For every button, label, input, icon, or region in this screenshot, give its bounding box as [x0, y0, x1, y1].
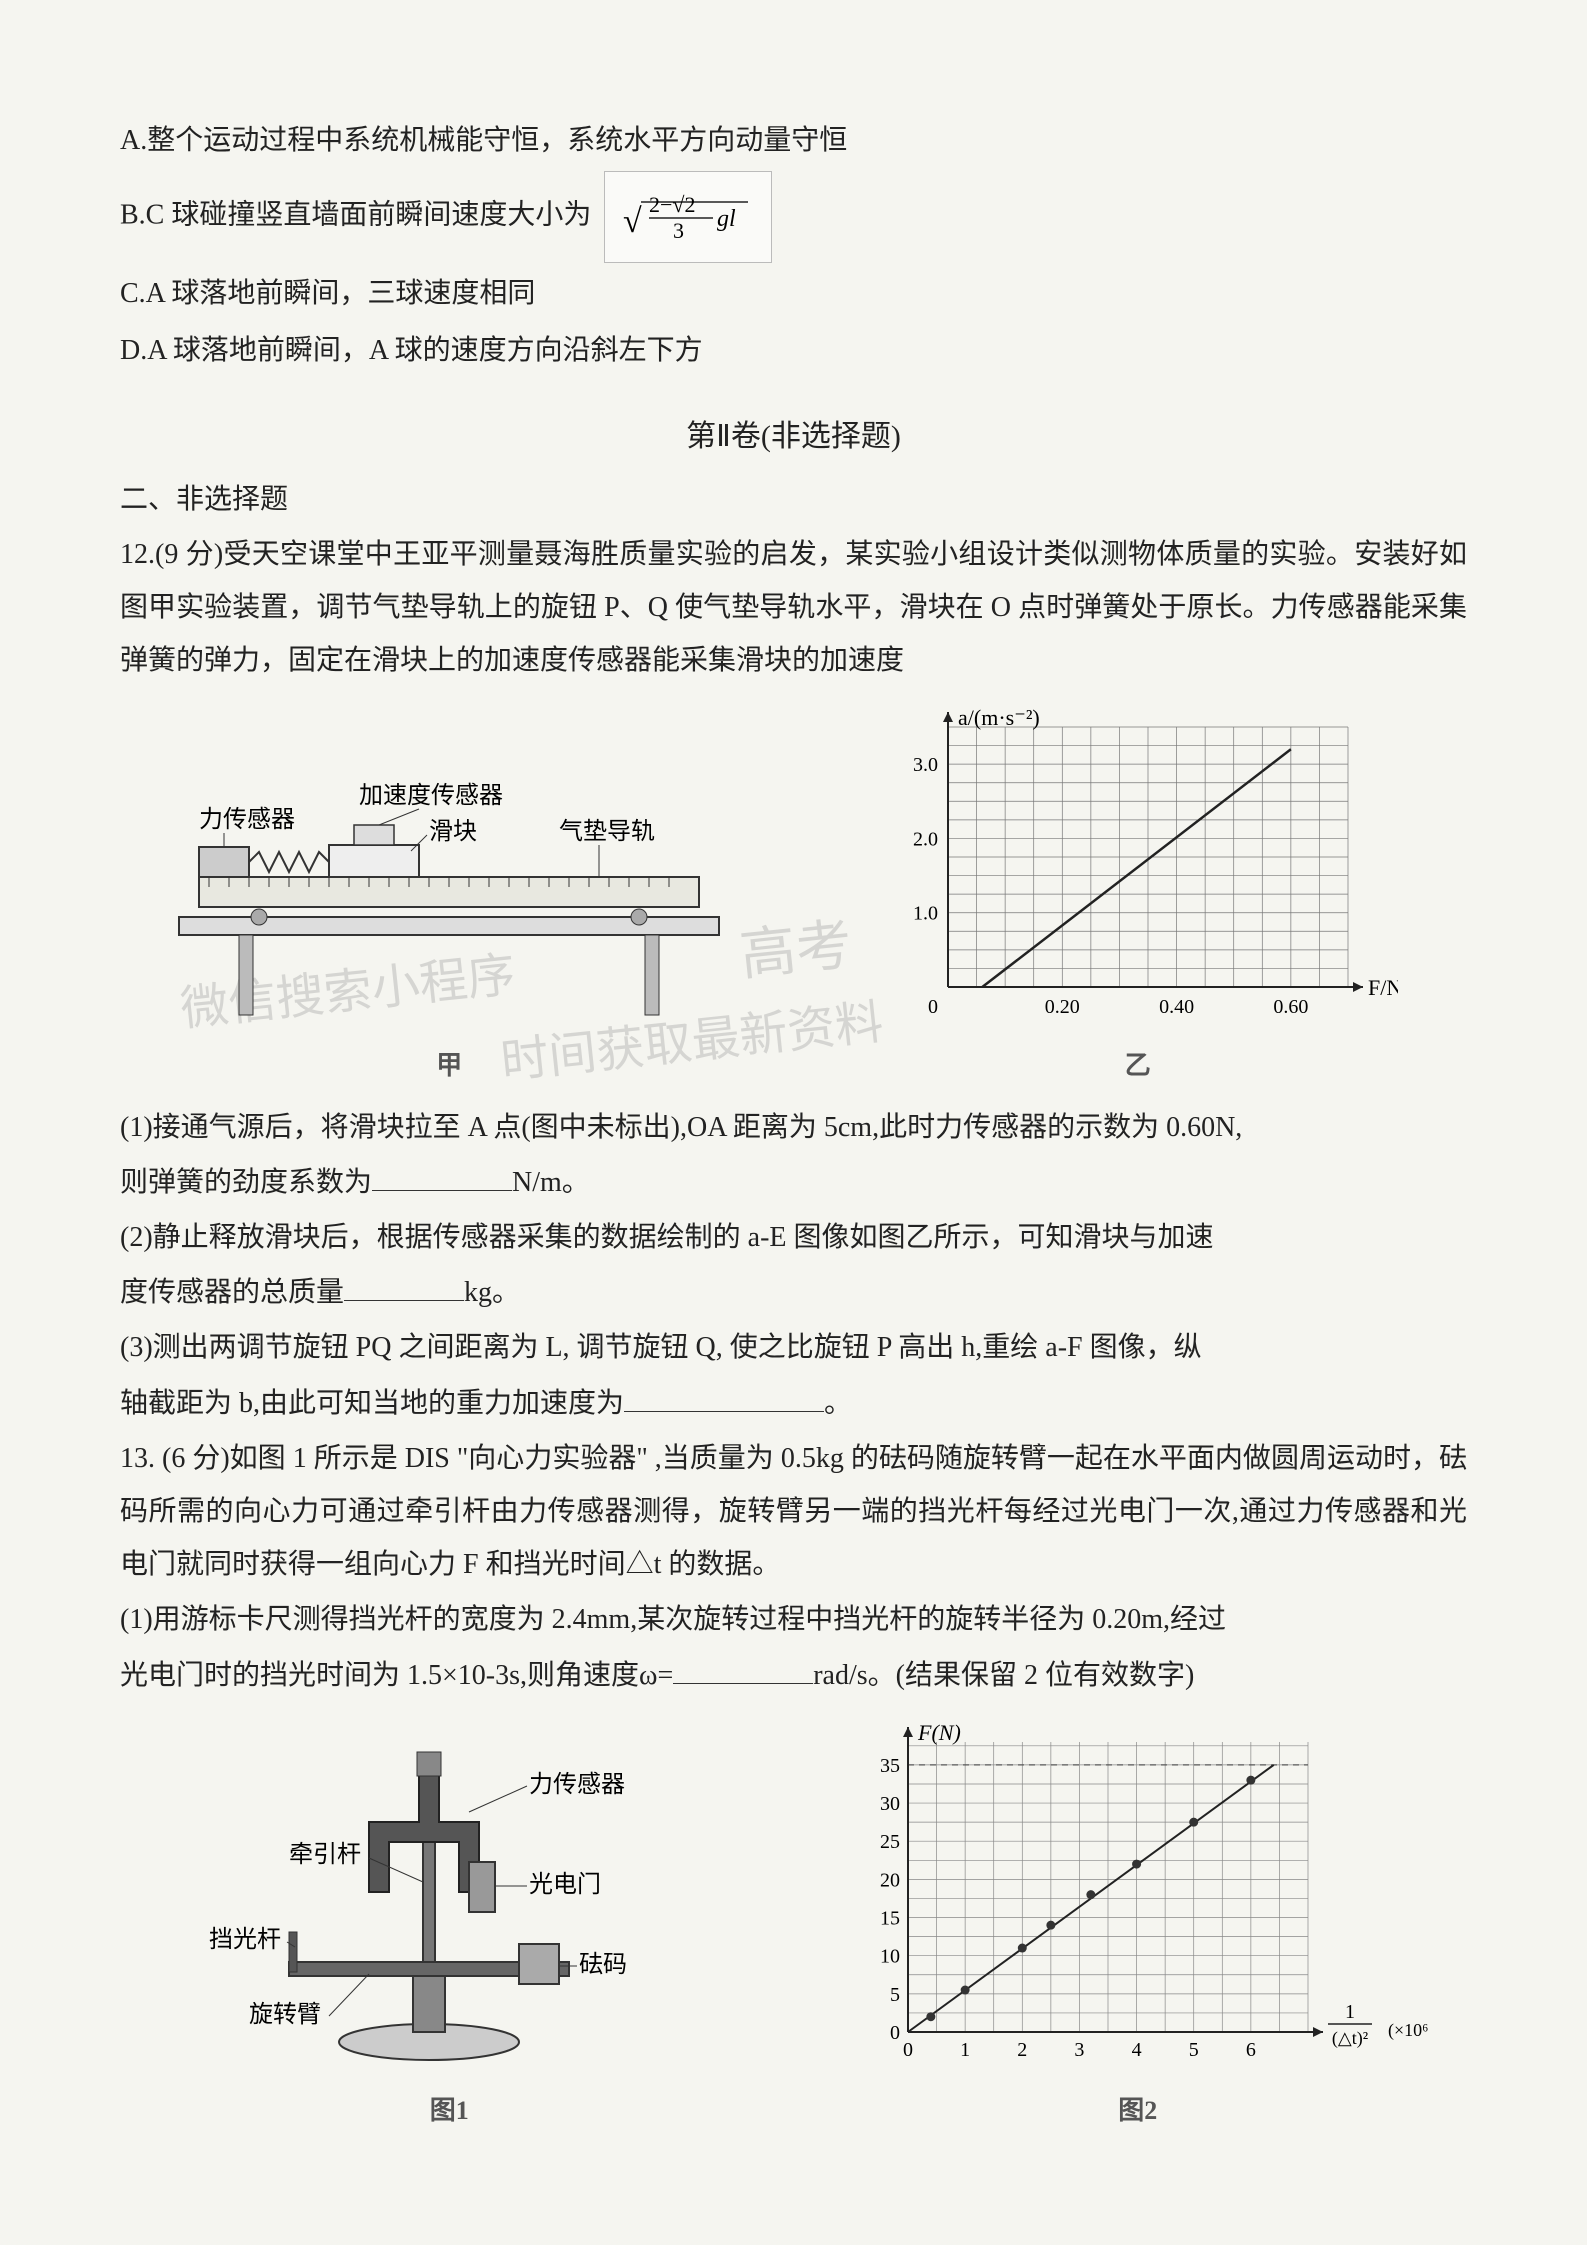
svg-text:力传感器: 力传感器: [529, 1771, 625, 1798]
svg-text:0: 0: [903, 2039, 913, 2061]
q13-p1b-unit: rad/s。(结果保留 2 位有效数字): [813, 1660, 1194, 1691]
section-2-title: 第Ⅱ卷(非选择题): [120, 408, 1467, 465]
svg-text:0: 0: [890, 2022, 900, 2044]
svg-text:旋转臂: 旋转臂: [249, 2001, 321, 2028]
q12-p2a: (2)静止释放滑块后，根据传感器采集的数据绘制的 a-E 图像如图乙所示，可知滑…: [120, 1211, 1467, 1264]
svg-text:gl: gl: [717, 206, 736, 232]
q12-p1b-unit: N/m。: [512, 1167, 590, 1198]
q12-p1b-prefix: 则弹簧的劲度系数为: [120, 1167, 372, 1198]
q12-graph-svg: 0.20 0.40 0.60 1.0 2.0 3.0 0 a/(m·s⁻²) F/N: [878, 707, 1398, 1037]
q12-p2b-prefix: 度传感器的总质量: [120, 1277, 344, 1308]
svg-text:2−√2: 2−√2: [649, 192, 695, 217]
q12-fig-left-caption: 甲: [120, 1041, 779, 1090]
q13-fig-left: 力传感器 牵引杆 光电门 挡光杆 砝码 旋转臂 图1: [120, 1722, 779, 2135]
q12-stem: 12.(9 分)受天空课堂中王亚平测量聂海胜质量实验的启发，某实验小组设计类似测…: [120, 528, 1467, 688]
svg-text:√: √: [623, 203, 642, 240]
svg-text:35: 35: [880, 1755, 900, 1777]
q13-p1b-prefix: 光电门时的挡光时间为 1.5×10-3s,则角速度ω=: [120, 1660, 673, 1691]
q13-fig-right-caption: 图2: [809, 2086, 1468, 2135]
svg-text:20: 20: [880, 1869, 900, 1891]
svg-text:砝码: 砝码: [579, 1951, 627, 1978]
svg-text:1: 1: [960, 2039, 970, 2061]
q12-p2b-unit: kg。: [464, 1277, 520, 1308]
svg-text:3.0: 3.0: [913, 754, 938, 776]
option-c: C.A 球落地前瞬间，三球速度相同: [120, 267, 1467, 320]
svg-text:4: 4: [1131, 2039, 1141, 2061]
q12-fig-right: 0.20 0.40 0.60 1.0 2.0 3.0 0 a/(m·s⁻²) F/N 乙: [809, 707, 1468, 1090]
svg-text:F(N): F(N): [917, 1722, 961, 1745]
q12-fig-left: 力传感器 加速度传感器 滑块 气垫导轨 甲: [120, 717, 779, 1090]
svg-text:F/N: F/N: [1368, 975, 1398, 1000]
q12-p2b: 度传感器的总质量 kg。: [120, 1266, 1467, 1319]
svg-text:(△t)²: (△t)²: [1332, 2028, 1368, 2049]
q12-figures: 微信搜索小程序 高考 时间获取最新资料: [120, 707, 1467, 1090]
label-slider: 滑块: [429, 818, 477, 845]
heading-non-choice: 二、非选择题: [120, 473, 1467, 526]
svg-text:0.40: 0.40: [1159, 996, 1194, 1018]
blank-3[interactable]: [624, 1381, 824, 1412]
q12-p3b-suffix: 。: [824, 1388, 852, 1419]
svg-text:5: 5: [1188, 2039, 1198, 2061]
svg-text:6: 6: [1246, 2039, 1256, 2061]
label-accel-sensor: 加速度传感器: [359, 782, 503, 809]
svg-text:3: 3: [1074, 2039, 1084, 2061]
q12-p3b: 轴截距为 b,由此可知当地的重力加速度为 。: [120, 1377, 1467, 1430]
q12-p3a: (3)测出两调节旋钮 PQ 之间距离为 L, 调节旋钮 Q, 使之比旋钮 P 高…: [120, 1321, 1467, 1374]
svg-text:15: 15: [880, 1907, 900, 1929]
q13-graph-svg: 0 1 2 3 4 5 6 0 5 10 15 20 25 30 35 F(N) 1 (△t)² (×10⁶s⁻²): [848, 1722, 1428, 2082]
svg-text:30: 30: [880, 1793, 900, 1815]
svg-text:0.20: 0.20: [1045, 996, 1080, 1018]
svg-text:0: 0: [928, 996, 938, 1018]
option-b-prefix: B.C 球碰撞竖直墙面前瞬间速度大小为: [120, 200, 591, 231]
q12-fig-right-caption: 乙: [809, 1041, 1468, 1090]
q13-apparatus-svg: 力传感器 牵引杆 光电门 挡光杆 砝码 旋转臂: [169, 1722, 729, 2082]
q12-p1a: (1)接通气源后，将滑块拉至 A 点(图中未标出),OA 距离为 5cm,此时力…: [120, 1101, 1467, 1154]
svg-text:25: 25: [880, 1831, 900, 1853]
blank-2[interactable]: [344, 1270, 464, 1301]
q12-p3b-prefix: 轴截距为 b,由此可知当地的重力加速度为: [120, 1388, 624, 1419]
svg-text:10: 10: [880, 1945, 900, 1967]
svg-text:2.0: 2.0: [913, 829, 938, 851]
q13-stem: 13. (6 分)如图 1 所示是 DIS "向心力实验器" ,当质量为 0.5…: [120, 1432, 1467, 1592]
svg-text:1.0: 1.0: [913, 903, 938, 925]
svg-text:3: 3: [673, 218, 684, 243]
q13-fig-left-caption: 图1: [120, 2086, 779, 2135]
label-rail: 气垫导轨: [559, 818, 655, 845]
q13-figures: 力传感器 牵引杆 光电门 挡光杆 砝码 旋转臂 图1 0 1 2 3 4 5 6 0 5 10 15…: [120, 1722, 1467, 2135]
svg-text:光电门: 光电门: [529, 1871, 601, 1898]
svg-text:0.60: 0.60: [1273, 996, 1308, 1018]
svg-text:牵引杆: 牵引杆: [289, 1841, 361, 1868]
svg-text:5: 5: [890, 1984, 900, 2006]
q13-fig-right: 0 1 2 3 4 5 6 0 5 10 15 20 25 30 35 F(N) 1 (△t)² (×10⁶s⁻²)…: [809, 1722, 1468, 2135]
q12-apparatus-svg: 力传感器 加速度传感器 滑块 气垫导轨: [129, 717, 769, 1037]
svg-text:(×10⁶s⁻²): (×10⁶s⁻²): [1388, 2020, 1428, 2041]
svg-text:2: 2: [1017, 2039, 1027, 2061]
blank-4[interactable]: [673, 1653, 813, 1684]
formula-box: √ 2−√2 3 gl: [604, 171, 772, 263]
q13-p1b: 光电门时的挡光时间为 1.5×10-3s,则角速度ω= rad/s。(结果保留 2…: [120, 1649, 1467, 1702]
q12-p1b: 则弹簧的劲度系数为 N/m。: [120, 1156, 1467, 1209]
svg-text:1: 1: [1345, 2001, 1355, 2023]
formula-svg: √ 2−√2 3 gl: [623, 182, 753, 252]
label-force-sensor: 力传感器: [199, 806, 295, 833]
blank-1[interactable]: [372, 1160, 512, 1191]
option-a: A.整个运动过程中系统机械能守恒，系统水平方向动量守恒: [120, 114, 1467, 167]
option-d: D.A 球落地前瞬间，A 球的速度方向沿斜左下方: [120, 324, 1467, 377]
option-b: B.C 球碰撞竖直墙面前瞬间速度大小为 √ 2−√2 3 gl: [120, 171, 1467, 263]
svg-text:挡光杆: 挡光杆: [209, 1926, 281, 1953]
svg-text:a/(m·s⁻²): a/(m·s⁻²): [958, 707, 1040, 730]
q13-p1a: (1)用游标卡尺测得挡光杆的宽度为 2.4mm,某次旋转过程中挡光杆的旋转半径为…: [120, 1593, 1467, 1646]
